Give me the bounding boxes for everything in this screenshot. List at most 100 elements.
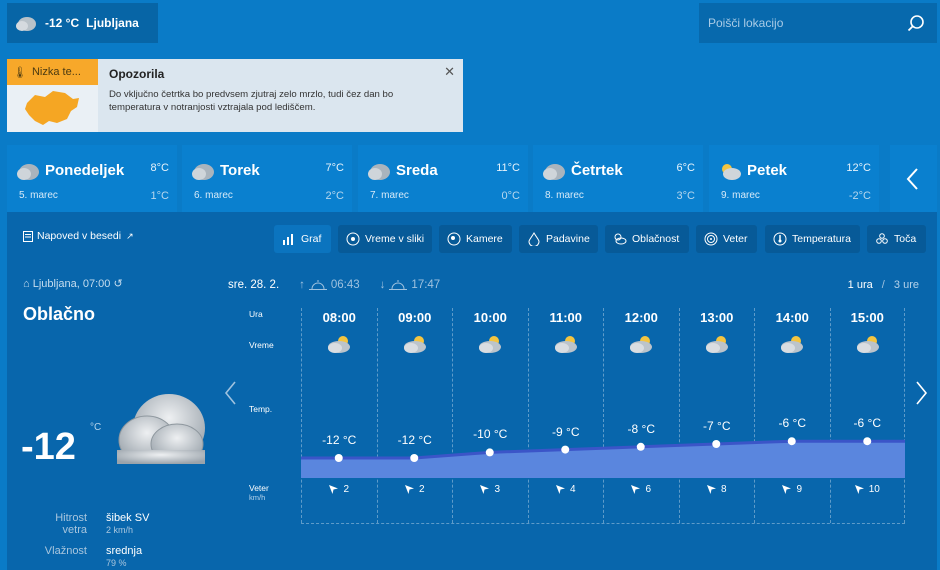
thermometer-icon: 🌡: [13, 66, 27, 79]
warning-badge[interactable]: 🌡 Nizka te...: [7, 59, 98, 85]
interval-1h[interactable]: 1 ura: [847, 279, 873, 291]
warning-map-area: 🌡 Nizka te...: [7, 59, 98, 132]
day-card[interactable]: Torek 6. marec 7°C 2°C: [182, 145, 352, 212]
daily-forecast: Ponedeljek 5. marec 8°C 1°C Torek 6. mar…: [7, 145, 937, 212]
hour-column: 13:00 -7 °C 8: [678, 308, 755, 523]
wind-spiral-icon: [704, 232, 718, 246]
tab-padavine[interactable]: Padavine: [519, 225, 598, 253]
hour-temp-label: -6 °C: [853, 416, 881, 431]
cloudy-large-icon: [117, 394, 205, 464]
day-min: -2°C: [848, 190, 871, 202]
hour-column: 14:00 -6 °C 9: [754, 308, 830, 523]
wind-value: 2: [343, 484, 350, 495]
hour-column: 09:00 -12 °C 2: [376, 308, 453, 523]
search-box[interactable]: Poišči lokacijo: [699, 3, 937, 43]
hour-wind: 8: [680, 484, 755, 495]
warning-title: Opozorila: [109, 67, 165, 81]
hour-wind: 4: [529, 484, 604, 495]
day-card[interactable]: Sreda 7. marec 11°C 0°C: [358, 145, 528, 212]
grid-bottom-line: [301, 523, 905, 524]
day-date: 6. marec: [194, 190, 233, 201]
day-date: 8. marec: [545, 190, 584, 201]
warning-text: Do vključno četrtka bo predvsem zjutraj …: [109, 89, 394, 113]
current-condition: Oblačno: [23, 304, 96, 324]
hour-temp-label: -10 °C: [473, 427, 508, 442]
interval-3h[interactable]: 3 ure: [893, 279, 919, 291]
hour-label: 09:00: [398, 310, 432, 325]
chevron-right-icon[interactable]: [915, 380, 929, 406]
wind-value: 6: [645, 484, 652, 495]
hour-label: 11:00: [549, 310, 583, 325]
partly-cloudy-icon: [781, 336, 803, 353]
search-icon[interactable]: [907, 14, 925, 32]
wind-value: 8: [720, 484, 727, 495]
close-icon[interactable]: ✕: [444, 64, 455, 79]
current-temp-label: -12 °C: [45, 16, 80, 30]
cloud-icon: [543, 164, 565, 180]
warning-panel: 🌡 Nizka te... Opozorila Do vključno četr…: [7, 59, 463, 132]
wind-value: 4: [569, 484, 576, 495]
hour-label: 14:00: [775, 310, 809, 325]
wind-arrow-icon: [631, 484, 641, 494]
hour-label: 08:00: [322, 310, 356, 325]
hour-temp-label: -6 °C: [778, 416, 806, 431]
current-city-label: Ljubljana: [86, 16, 139, 30]
wind-arrow-icon: [706, 484, 716, 494]
cloud-icon: [17, 164, 39, 180]
day-name: Četrtek: [571, 162, 623, 179]
humidity-sub: 79 %: [106, 558, 127, 568]
day-card[interactable]: Ponedeljek 5. marec 8°C 1°C: [7, 145, 177, 212]
hour-wind: 9: [755, 484, 830, 495]
tab-graf[interactable]: Graf: [274, 225, 331, 253]
napoved-link[interactable]: Napoved v besedi ↗: [23, 230, 134, 242]
hour-column: 12:00 -8 °C 6: [603, 308, 679, 523]
day-min: 1°C: [150, 190, 169, 202]
days-next-button[interactable]: [890, 145, 937, 212]
hourly-grid: 08:00 -12 °C 2 09:00 -12 °C 2 10:00 -10 °C 3 11:0…: [301, 308, 905, 523]
search-input[interactable]: Poišči lokacijo: [708, 16, 784, 30]
hour-column: 15:00 -6 °C 10: [829, 308, 905, 523]
warning-badge-label: Nizka te...: [31, 66, 81, 78]
tab-temperatura[interactable]: Temperatura: [765, 225, 860, 253]
hour-wind: 2: [378, 484, 453, 495]
tab-vreme-v-sliki[interactable]: Vreme v sliki: [338, 225, 432, 253]
day-max: 12°C: [846, 162, 871, 174]
humidity-value: srednja: [106, 545, 143, 557]
current-temp-unit: °C: [90, 422, 102, 433]
partly-cloudy-icon: [722, 164, 741, 180]
day-max: 6°C: [676, 162, 695, 174]
day-max: 8°C: [150, 162, 169, 174]
day-min: 0°C: [501, 190, 520, 202]
wind-value: 10: [868, 484, 880, 495]
day-max: 11°C: [496, 162, 520, 174]
forecast-date: sre. 28. 2.: [228, 279, 280, 291]
tab-kamere[interactable]: Kamere: [439, 225, 512, 253]
wind-arrow-icon: [555, 484, 565, 494]
history-icon[interactable]: ↺: [113, 278, 123, 290]
current-location: ⌂ Ljubljana, 07:00 ↺: [23, 278, 123, 290]
wind-speed-value: šibek SV: [106, 512, 150, 524]
hail-icon: [876, 233, 888, 244]
day-card[interactable]: Petek 9. marec 12°C -2°C: [709, 145, 879, 212]
home-icon: ⌂: [23, 278, 30, 290]
chevron-left-icon[interactable]: [223, 380, 237, 406]
day-card[interactable]: Četrtek 8. marec 6°C 3°C: [533, 145, 703, 212]
row-label-hour: Ura: [249, 309, 263, 319]
slovenia-map-icon: [25, 91, 79, 125]
wind-value: 3: [494, 484, 501, 495]
row-label-weather: Vreme: [249, 340, 274, 350]
hour-wind: 3: [453, 484, 528, 495]
tab-oblacnost[interactable]: Oblačnost: [605, 225, 689, 253]
location-pin-icon: [346, 232, 360, 246]
hour-temp-label: -9 °C: [552, 424, 580, 439]
tab-veter[interactable]: Veter: [696, 225, 757, 253]
partly-cloudy-icon: [479, 336, 501, 353]
partly-cloudy-icon: [856, 336, 879, 353]
cloudy-icon: [614, 233, 627, 245]
sunrise: ↑ 06:43: [299, 279, 360, 291]
current-location-box[interactable]: -12 °C Ljubljana: [7, 3, 158, 43]
day-name: Torek: [220, 162, 260, 179]
forecast-date-bar: sre. 28. 2. ↑ 06:43 ↓ 17:47: [228, 279, 440, 291]
napoved-label: Napoved v besedi: [37, 230, 122, 242]
tab-toca[interactable]: Toča: [867, 225, 926, 253]
